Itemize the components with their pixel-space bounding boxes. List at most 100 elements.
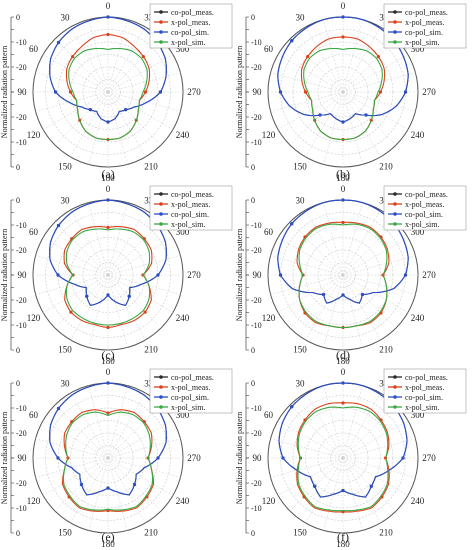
legend-marker — [393, 40, 397, 44]
angle-tick-label: 150 — [58, 527, 72, 537]
grid-spoke — [107, 54, 174, 93]
radial-tick-label: 0 — [251, 13, 255, 22]
data-point — [290, 405, 294, 409]
angle-tick-label: 120 — [262, 313, 276, 323]
grid-spoke — [342, 19, 363, 93]
angle-tick-label: 210 — [144, 161, 158, 171]
legend-marker — [393, 375, 397, 379]
angle-tick-label: 120 — [27, 130, 41, 140]
data-point — [341, 15, 345, 19]
radial-tick-label: -20 — [16, 479, 27, 488]
grid-spoke — [305, 209, 344, 276]
grid-spoke — [342, 274, 416, 295]
y-axis-label: Normalized radiation pattern — [235, 46, 244, 138]
grid-spoke — [107, 91, 162, 146]
grid-spoke — [342, 392, 381, 459]
angle-tick-label: 60 — [29, 227, 39, 237]
grid-spoke — [270, 255, 344, 276]
radial-tick-label: 0 — [16, 379, 20, 388]
grid-spoke — [342, 202, 363, 276]
data-point — [106, 225, 110, 230]
grid-spoke — [70, 457, 109, 524]
radial-tick-label: -10 — [251, 221, 262, 230]
legend-label: x-pol_meas. — [405, 383, 444, 392]
data-point — [106, 486, 110, 490]
grid-spoke — [342, 274, 381, 341]
grid-spoke — [342, 72, 416, 93]
grid-spoke — [88, 457, 109, 531]
grid-spoke — [88, 91, 109, 165]
grid-spoke — [42, 54, 109, 93]
grid-spoke — [342, 457, 381, 524]
data-point — [341, 381, 345, 385]
legend-label: x-pol_meas. — [405, 18, 444, 27]
grid-spoke — [107, 457, 174, 496]
grid-circle — [45, 212, 171, 338]
radial-tick-label: -20 — [16, 246, 27, 255]
grid-spoke — [107, 91, 174, 130]
grid-spoke — [35, 72, 109, 93]
grid-spoke — [342, 237, 409, 276]
grid-spoke — [107, 274, 174, 313]
legend-box — [383, 185, 467, 231]
grid-spoke — [107, 457, 181, 478]
grid-circle — [305, 237, 381, 313]
data-point — [53, 90, 58, 94]
angle-tick-label: 300 — [411, 410, 425, 420]
legend-label: co-pol_meas. — [405, 190, 448, 199]
series-line — [65, 228, 151, 326]
angle-tick-label: 240 — [411, 130, 425, 140]
data-point — [369, 484, 373, 488]
grid-circle — [45, 29, 171, 155]
series-line — [62, 411, 154, 511]
angle-tick-label: 120 — [262, 130, 276, 140]
grid-spoke — [42, 457, 109, 496]
grid-spoke — [107, 255, 181, 276]
angle-tick-label: 270 — [187, 270, 201, 280]
grid-spoke — [277, 420, 344, 459]
angle-tick-label: 30 — [61, 13, 71, 23]
legend-label: x-pol_meas. — [405, 200, 444, 209]
grid-spoke — [107, 26, 146, 93]
grid-spoke — [323, 19, 344, 93]
legend-label: co-pol_sim. — [171, 210, 209, 219]
data-point — [341, 120, 345, 124]
grid-spoke — [107, 274, 128, 348]
grid-spoke — [107, 457, 146, 524]
data-point — [403, 273, 408, 277]
data-point — [364, 113, 368, 117]
data-point — [401, 456, 405, 460]
legend-marker — [159, 10, 163, 14]
legend-marker — [159, 20, 163, 24]
legend-marker — [393, 30, 397, 34]
grid-circle — [280, 395, 406, 521]
legend: co-pol_meas.x-pol_meas.co-pol_sim.x-pol_… — [383, 3, 467, 49]
angle-tick-label: 180 — [101, 356, 115, 366]
grid-spoke — [342, 404, 397, 459]
radial-tick-label: -10 — [251, 38, 262, 47]
angle-tick-label: 150 — [58, 161, 72, 171]
legend-label: x-pol_sim. — [405, 38, 439, 47]
radial-tick-label: -10 — [251, 504, 262, 513]
series-line — [68, 47, 148, 141]
grid-spoke — [107, 221, 162, 276]
grid-spoke — [342, 274, 409, 313]
legend-box — [149, 368, 233, 414]
y-axis-label: Normalized radiation pattern — [235, 412, 244, 504]
angle-tick-label: 270 — [422, 270, 436, 280]
legend-marker — [393, 212, 397, 216]
radial-tick-label: -10 — [16, 221, 27, 230]
grid-spoke — [54, 404, 109, 459]
angle-tick-label: 180 — [101, 173, 115, 183]
legend-label: co-pol_sim. — [171, 393, 209, 402]
angle-tick-label: 90 — [18, 453, 28, 463]
polar-panel: 030609012015018021024027030033000-10-10-… — [235, 184, 467, 366]
angle-tick-label: 210 — [144, 527, 158, 537]
grid-spoke — [270, 438, 344, 459]
data-point — [56, 273, 60, 277]
legend-label: co-pol_sim. — [405, 28, 443, 37]
radial-tick-label: -20 — [251, 429, 262, 438]
angle-tick-label: 60 — [264, 227, 274, 237]
grid-spoke — [342, 91, 409, 130]
grid-spoke — [35, 274, 109, 295]
